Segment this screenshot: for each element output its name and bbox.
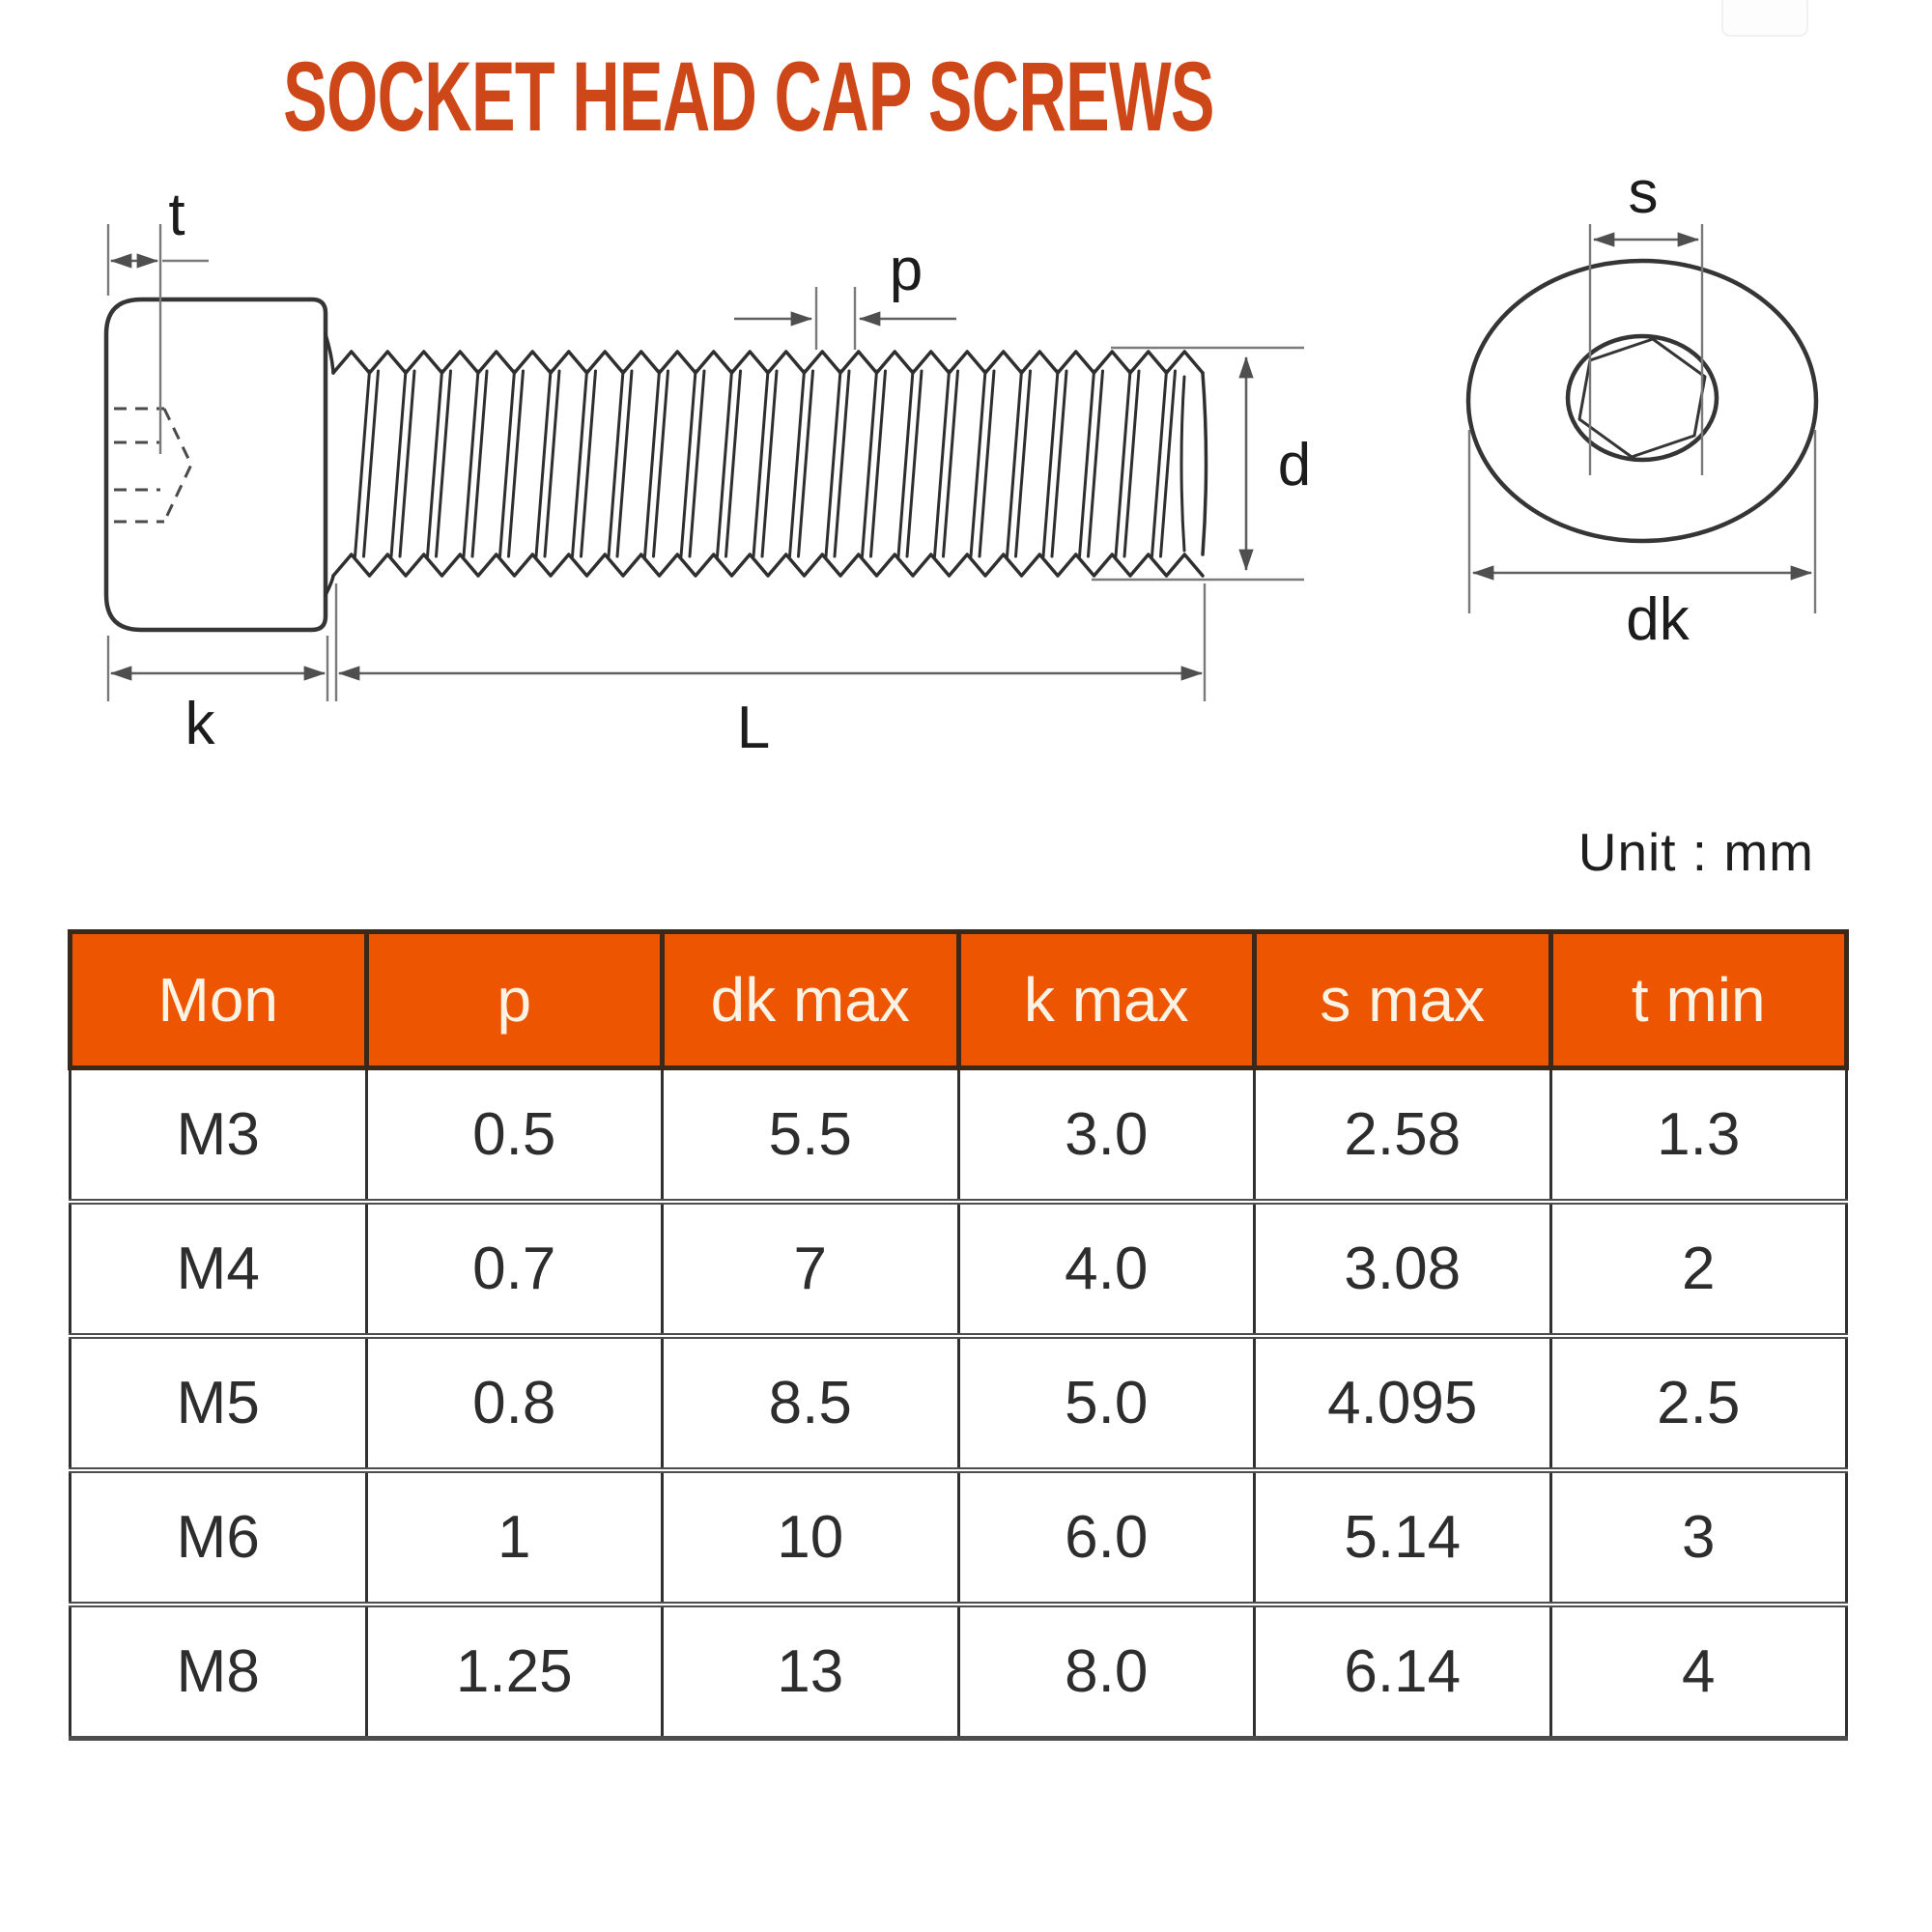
label-p: p <box>890 237 923 303</box>
cell: M4 <box>69 1202 368 1339</box>
cell: 6.0 <box>956 1470 1256 1607</box>
cell: 2 <box>1548 1202 1848 1339</box>
cell: 3 <box>1548 1470 1848 1607</box>
dim-t: t <box>106 182 209 454</box>
cell: M5 <box>69 1336 368 1473</box>
label-t: t <box>168 182 185 248</box>
cell: 8.0 <box>956 1605 1256 1741</box>
dim-d: d <box>1092 346 1311 582</box>
cell: 13 <box>661 1605 960 1741</box>
cell: 2.58 <box>1253 1067 1552 1205</box>
col-header-mon: Mon <box>68 929 369 1070</box>
thread-flanks <box>354 369 1177 558</box>
col-header-t-min: t min <box>1548 929 1849 1070</box>
screw-end-face <box>1201 371 1208 556</box>
cell: 1 <box>364 1470 664 1607</box>
cell: 1.3 <box>1548 1067 1848 1205</box>
thread-neck-top <box>324 332 335 375</box>
cell: M3 <box>69 1067 368 1205</box>
screw-end-inner <box>1179 375 1186 553</box>
cell: 4 <box>1548 1605 1848 1741</box>
dim-k-L: k L <box>106 583 1207 761</box>
cell: 3.08 <box>1253 1202 1552 1339</box>
label-d: d <box>1278 432 1311 498</box>
cell: 0.8 <box>364 1336 664 1473</box>
spec-table: Mon p dk max k max s max t min M3 0.5 5.… <box>68 929 1849 1741</box>
table-row-m6: M6 1 10 6.0 5.14 3 <box>69 1470 1848 1607</box>
col-header-dk-max: dk max <box>660 929 961 1070</box>
label-dk: dk <box>1626 586 1690 653</box>
label-L: L <box>737 695 770 761</box>
dim-p: p <box>734 237 956 350</box>
table-row-m3: M3 0.5 5.5 3.0 2.58 1.3 <box>69 1067 1848 1205</box>
cell: 3.0 <box>956 1067 1256 1205</box>
cell: 4.095 <box>1253 1336 1552 1473</box>
header-row: Mon p dk max k max s max t min <box>68 929 1849 1070</box>
col-header-p: p <box>363 929 665 1070</box>
hex-socket-hidden-lines <box>114 407 193 524</box>
end-view: s dk <box>1465 159 1819 653</box>
cell: 5.5 <box>661 1067 960 1205</box>
col-header-k-max: k max <box>955 929 1257 1070</box>
cell: M6 <box>69 1470 368 1607</box>
unit-note: Unit : mm <box>1577 822 1814 882</box>
cell: 5.14 <box>1253 1470 1552 1607</box>
cell: 10 <box>661 1470 960 1607</box>
label-k: k <box>185 691 216 757</box>
label-s: s <box>1629 159 1659 226</box>
cell: 0.5 <box>364 1067 664 1205</box>
hex-socket <box>1577 337 1707 459</box>
cell: 0.7 <box>364 1202 664 1339</box>
head-outer-circle <box>1465 258 1819 544</box>
cell: M8 <box>69 1605 368 1741</box>
cell: 1.25 <box>364 1605 664 1741</box>
thread-bottom-crests <box>331 553 1205 578</box>
dim-dk: dk <box>1467 430 1817 653</box>
screw-diagram: t p d <box>103 159 1819 761</box>
cell: 7 <box>661 1202 960 1339</box>
table-row-m4: M4 0.7 7 4.0 3.08 2 <box>69 1202 1848 1339</box>
side-view: t p d <box>103 182 1311 761</box>
page-title: SOCKET HEAD CAP SCREWS <box>283 42 1214 152</box>
screw-head-outline <box>103 297 328 633</box>
cell: 5.0 <box>956 1336 1256 1473</box>
dim-s: s <box>1588 159 1704 475</box>
table-row-m5: M5 0.8 8.5 5.0 4.095 2.5 <box>69 1336 1848 1473</box>
faint-watermark-rect <box>1721 0 1808 37</box>
socket-circle <box>1565 333 1719 463</box>
col-header-s-max: s max <box>1252 929 1553 1070</box>
cell: 6.14 <box>1253 1605 1552 1741</box>
cell: 2.5 <box>1548 1336 1848 1473</box>
cell: 8.5 <box>661 1336 960 1473</box>
table-row-m8: M8 1.25 13 8.0 6.14 4 <box>69 1605 1848 1741</box>
thread-neck-bottom <box>324 574 335 597</box>
cell: 4.0 <box>956 1202 1256 1339</box>
